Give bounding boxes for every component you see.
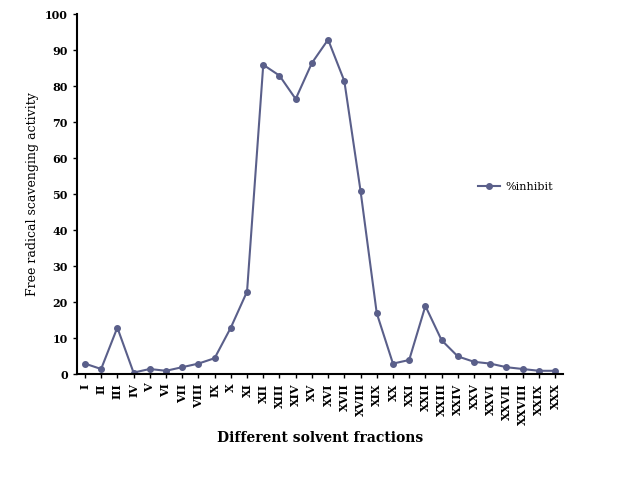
%inhibit — [389, 361, 397, 367]
%inhibit — [308, 60, 316, 66]
%inhibit — [502, 364, 510, 370]
Line: %inhibit: %inhibit — [82, 37, 558, 375]
%inhibit — [243, 289, 251, 295]
%inhibit — [195, 361, 202, 367]
%inhibit — [454, 353, 461, 359]
%inhibit — [146, 366, 154, 372]
%inhibit — [162, 368, 170, 373]
%inhibit — [81, 361, 89, 367]
%inhibit — [486, 361, 494, 367]
%inhibit — [519, 366, 527, 372]
%inhibit — [179, 364, 186, 370]
%inhibit — [324, 37, 332, 43]
%inhibit — [470, 359, 478, 365]
%inhibit — [373, 310, 381, 316]
%inhibit — [211, 355, 218, 361]
%inhibit — [113, 324, 121, 330]
%inhibit — [535, 368, 543, 373]
Y-axis label: Free radical scavenging activity: Free radical scavenging activity — [26, 93, 39, 296]
%inhibit — [130, 370, 138, 375]
Legend: %inhibit: %inhibit — [474, 178, 557, 197]
%inhibit — [438, 337, 445, 343]
X-axis label: Different solvent fractions: Different solvent fractions — [217, 431, 423, 444]
%inhibit — [551, 368, 559, 373]
%inhibit — [276, 73, 284, 79]
%inhibit — [259, 62, 267, 68]
%inhibit — [422, 303, 429, 309]
%inhibit — [405, 357, 413, 363]
%inhibit — [97, 366, 105, 372]
%inhibit — [356, 188, 364, 194]
%inhibit — [227, 324, 235, 330]
%inhibit — [292, 96, 300, 102]
%inhibit — [340, 78, 348, 84]
